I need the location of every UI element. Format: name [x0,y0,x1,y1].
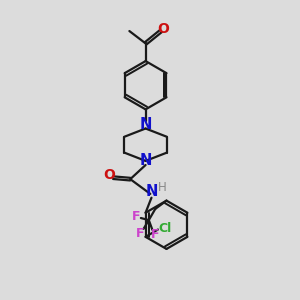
Text: O: O [103,168,115,182]
Text: N: N [140,153,152,168]
Text: H: H [158,182,167,194]
Text: N: N [140,117,152,132]
Text: F: F [132,210,141,223]
Text: Cl: Cl [159,221,172,235]
Text: O: O [157,22,169,36]
Text: F: F [136,227,145,240]
Text: N: N [145,184,158,199]
Text: F: F [151,228,159,241]
